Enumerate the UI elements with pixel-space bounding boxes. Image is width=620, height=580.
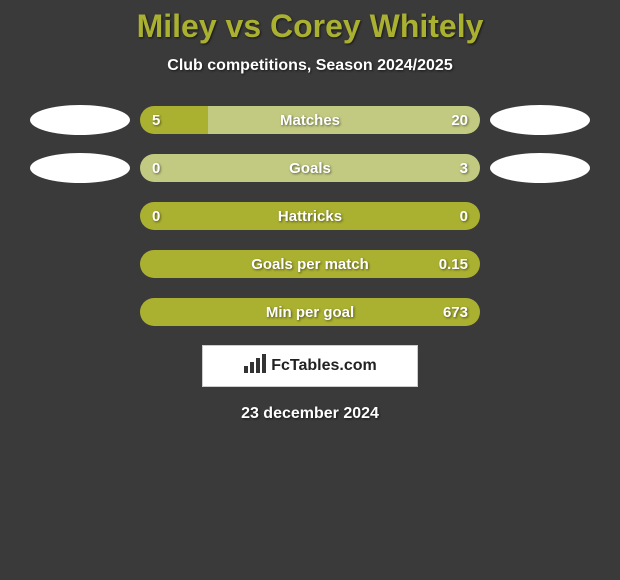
avatar-spacer — [490, 201, 590, 231]
stat-row: 5Matches20 — [0, 105, 620, 135]
stat-bar: 0Hattricks0 — [140, 202, 480, 230]
stat-label: Hattricks — [140, 202, 480, 230]
player-right-avatar — [490, 153, 590, 183]
value-right: 20 — [451, 106, 468, 134]
stat-bar: Min per goal673 — [140, 298, 480, 326]
avatar-spacer — [30, 201, 130, 231]
stat-row: Min per goal673 — [0, 297, 620, 327]
comparison-rows: 5Matches200Goals30Hattricks0Goals per ma… — [0, 105, 620, 327]
stat-label: Matches — [140, 106, 480, 134]
value-right: 0.15 — [439, 250, 468, 278]
value-right: 673 — [443, 298, 468, 326]
avatar-spacer — [30, 297, 130, 327]
chart-icon — [243, 354, 267, 379]
stat-label: Goals per match — [140, 250, 480, 278]
stat-row: Goals per match0.15 — [0, 249, 620, 279]
stat-label: Goals — [140, 154, 480, 182]
player-left-avatar — [30, 105, 130, 135]
stat-label: Min per goal — [140, 298, 480, 326]
avatar-spacer — [490, 249, 590, 279]
avatar-spacer — [30, 249, 130, 279]
stat-row: 0Goals3 — [0, 153, 620, 183]
stat-bar: 5Matches20 — [140, 106, 480, 134]
page-title: Miley vs Corey Whitely — [0, 8, 620, 45]
subtitle: Club competitions, Season 2024/2025 — [0, 57, 620, 75]
player-right-avatar — [490, 105, 590, 135]
stat-bar: 0Goals3 — [140, 154, 480, 182]
stat-bar: Goals per match0.15 — [140, 250, 480, 278]
stat-row: 0Hattricks0 — [0, 201, 620, 231]
avatar-spacer — [490, 297, 590, 327]
value-right: 0 — [460, 202, 468, 230]
brand-text: FcTables.com — [271, 357, 377, 375]
brand-box[interactable]: FcTables.com — [202, 345, 418, 387]
player-left-avatar — [30, 153, 130, 183]
value-right: 3 — [460, 154, 468, 182]
date-label: 23 december 2024 — [0, 405, 620, 423]
